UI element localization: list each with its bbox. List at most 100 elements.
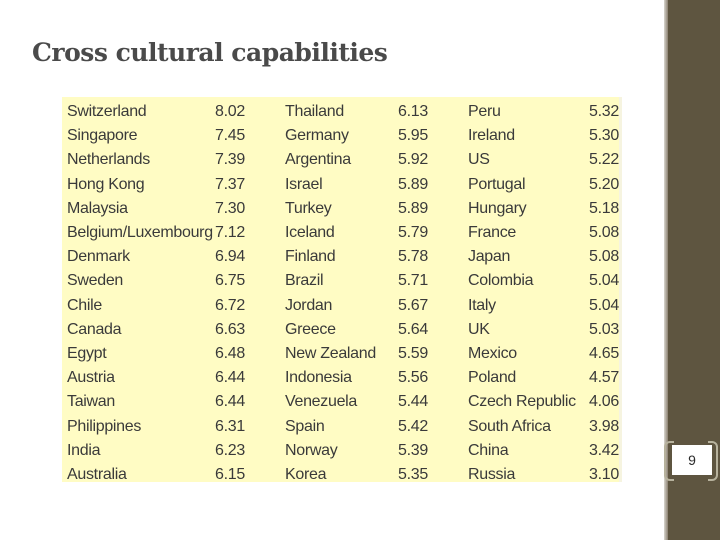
score-cell: 5.35 [398,465,428,482]
country-name-cell: Switzerland [67,103,147,121]
score-cell: 6.13 [398,103,428,121]
score-cell: 5.89 [398,199,428,217]
score-cell: 6.94 [215,248,245,266]
score-cell: 5.79 [398,224,428,242]
table-row: Taiwan 6.44 Venezuela 5.44 Czech Republic 4.0… [62,390,622,414]
country-name-cell: Taiwan [67,393,116,411]
score-cell: 6.75 [215,272,245,290]
page-number: 9 [672,445,712,475]
country-name-cell: Sweden [67,272,124,290]
table-row: India 6.23 Norway 5.39 China 3.42 [62,439,622,463]
country-name-cell: Venezuela [285,393,358,411]
country-name-cell: Netherlands [67,151,150,169]
score-cell: 6.23 [215,441,245,459]
country-name-cell: Thailand [285,103,344,121]
score-cell: 6.72 [215,296,245,314]
score-cell: 5.89 [398,175,428,193]
country-name-cell: Germany [285,127,349,145]
country-name-cell: Hong Kong [67,175,145,193]
country-name-cell: Singapore [67,127,138,145]
country-name-cell: France [468,224,516,242]
country-name-cell: Poland [468,369,517,387]
country-name-cell: Indonesia [285,369,352,387]
country-name-cell: Australia [67,465,127,482]
country-name-cell: Iceland [285,224,335,242]
country-name-cell: Norway [285,441,338,459]
country-name-cell: Hungary [468,199,527,217]
country-name-cell: Canada [67,320,122,338]
table-row: Philippines 6.31 Spain 5.42 South Africa 3.98 [62,414,622,438]
score-cell: 5.08 [589,248,619,266]
score-cell: 5.18 [589,199,619,217]
country-name-cell: South Africa [468,417,551,435]
image-edge [619,97,622,482]
score-cell: 7.45 [215,127,245,145]
score-cell: 7.12 [215,224,245,242]
country-name-cell: New Zealand [285,344,376,362]
country-name-cell: Denmark [67,248,130,266]
table-row: Denmark 6.94 Finland 5.78 Japan 5.08 [62,245,622,269]
score-cell: 5.04 [589,272,619,290]
table-row: Egypt 6.48 New Zealand 5.59 Mexico 4.65 [62,342,622,366]
country-name-cell: Philippines [67,417,142,435]
country-name-cell: UK [468,320,490,338]
country-name-cell: Jordan [285,296,333,314]
country-name-cell: Russia [468,465,516,482]
country-name-cell: Argentina [285,151,351,169]
score-cell: 5.32 [589,103,619,121]
score-cell: 6.44 [215,369,245,387]
table-row: Malaysia 7.30 Turkey 5.89 Hungary 5.18 [62,197,622,221]
country-name-cell: Austria [67,369,115,387]
score-cell: 6.48 [215,344,245,362]
score-cell: 5.44 [398,393,428,411]
table-row: Australia 6.15 Korea 5.35 Russia 3.10 [62,463,622,482]
country-name-cell: Ireland [468,127,515,145]
country-name-cell: Chile [67,296,102,314]
country-name-cell: Malaysia [67,199,128,217]
country-name-cell: Israel [285,175,323,193]
score-cell: 5.08 [589,224,619,242]
table-row: Hong Kong 7.37 Israel 5.89 Portugal 5.20 [62,173,622,197]
score-cell: 5.04 [589,296,619,314]
score-cell: 5.64 [398,320,428,338]
score-cell: 5.22 [589,151,619,169]
score-cell: 6.15 [215,465,245,482]
table-row: Belgium/Luxembourg 7.12 Iceland 5.79 France 5… [62,221,622,245]
table-row: Singapore 7.45 Germany 5.95 Ireland 5.30 [62,124,622,148]
score-cell: 3.42 [589,441,619,459]
score-cell: 6.44 [215,393,245,411]
country-name-cell: Greece [285,320,336,338]
score-cell: 4.06 [589,393,619,411]
table-row: Switzerland 8.02 Thailand 6.13 Peru 5.32 [62,100,622,124]
country-name-cell: Belgium/Luxembourg [67,224,213,242]
table-row: Sweden 6.75 Brazil 5.71 Colombia 5.04 [62,269,622,293]
score-cell: 6.63 [215,320,245,338]
table-body: Switzerland 8.02 Thailand 6.13 Peru 5.32 Singa… [62,100,622,482]
country-scores-table-image: Switzerland 8.02 Thailand 6.13 Peru 5.32 Singa… [62,97,622,482]
country-scores-table: Switzerland 8.02 Thailand 6.13 Peru 5.32 Singa… [62,100,622,482]
country-name-cell: Colombia [468,272,534,290]
score-cell: 5.42 [398,417,428,435]
country-name-cell: China [468,441,509,459]
country-name-cell: Japan [468,248,511,266]
score-cell: 5.59 [398,344,428,362]
score-cell: 5.67 [398,296,428,314]
page-number-right-bracket [708,441,718,481]
country-name-cell: US [468,151,490,169]
score-cell: 5.30 [589,127,619,145]
score-cell: 5.39 [398,441,428,459]
country-name-cell: Korea [285,465,327,482]
country-name-cell: Mexico [468,344,517,362]
country-name-cell: Czech Republic [468,393,576,411]
score-cell: 4.57 [589,369,619,387]
table-row: Chile 6.72 Jordan 5.67 Italy 5.04 [62,294,622,318]
country-name-cell: Portugal [468,175,526,193]
score-cell: 5.95 [398,127,428,145]
score-cell: 5.71 [398,272,428,290]
table-row: Canada 6.63 Greece 5.64 UK 5.03 [62,318,622,342]
score-cell: 5.56 [398,369,428,387]
score-cell: 7.39 [215,151,245,169]
score-cell: 3.98 [589,417,619,435]
country-name-cell: Finland [285,248,336,266]
country-name-cell: India [67,441,101,459]
